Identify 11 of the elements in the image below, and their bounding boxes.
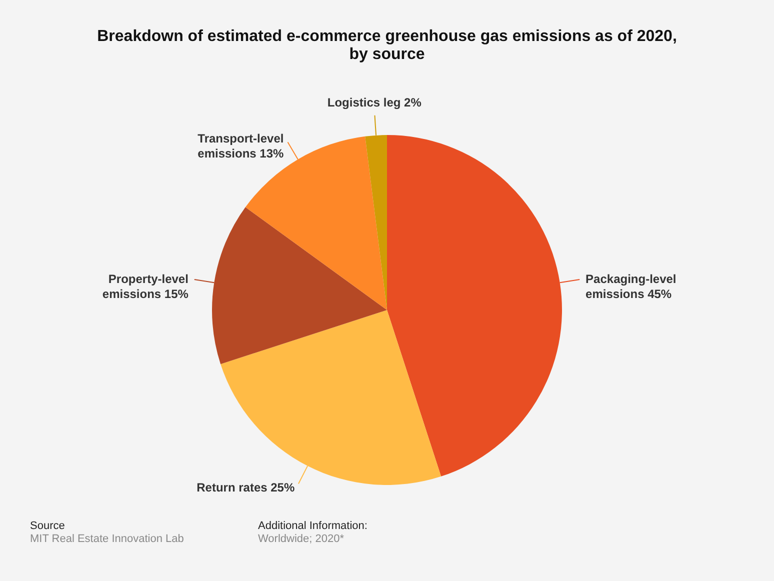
slice-label: Transport-level emissions 13% (198, 132, 284, 161)
text: MIT Real Estate Innovation Lab (30, 533, 184, 546)
text: Additional Information: (258, 520, 368, 533)
slice-label: Return rates 25% (196, 480, 295, 494)
slice-label: Logistics leg 2% (327, 95, 422, 110)
text: Source (30, 520, 66, 533)
text: Worldwide; 2020* (258, 533, 346, 546)
chart-title: Breakdown of estimated e-commerce greenhouse gas emissions as of 2020, by source (97, 28, 677, 63)
slice-label: Packaging-level emissions 45% (586, 272, 676, 301)
slice-label: Property-level emissions 15% (102, 272, 189, 301)
pie-slice (220, 310, 442, 485)
